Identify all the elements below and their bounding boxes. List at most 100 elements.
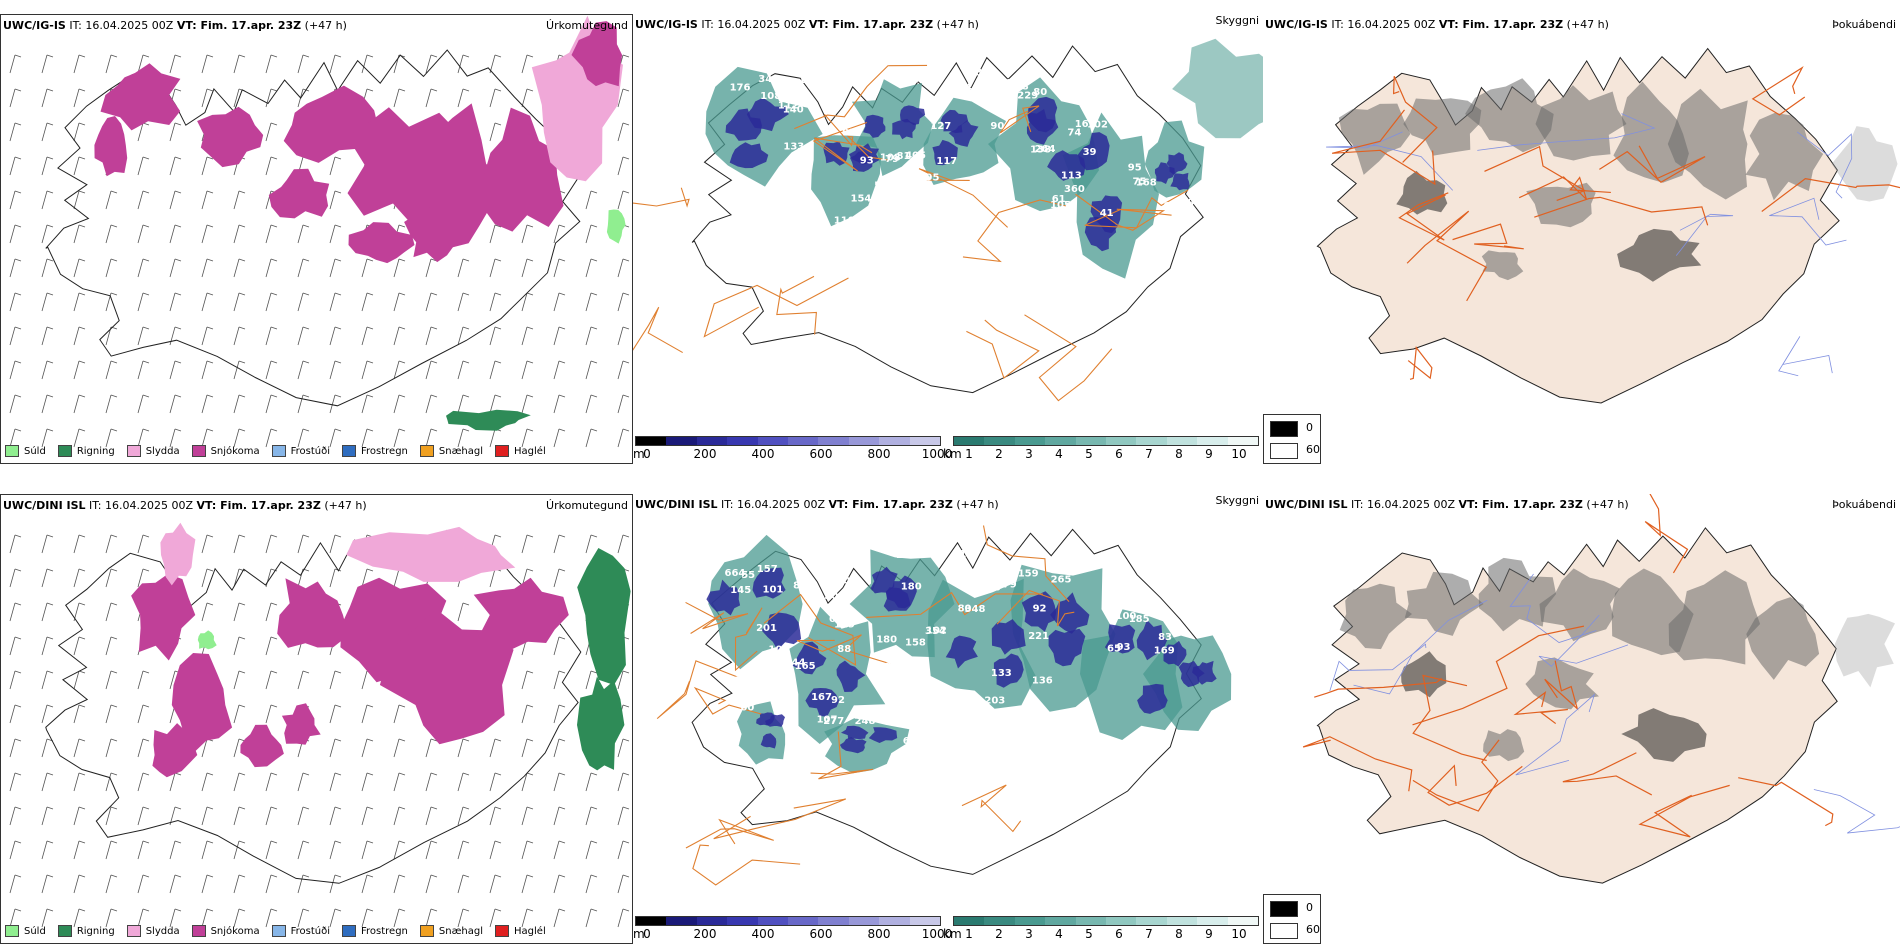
row2-header: UWC/DINI ISL IT: 16.04.2025 00Z VT: Fim.…	[3, 499, 367, 512]
precip-legend: Súld Rigning Slydda Snjókoma Frostúði Frostre…	[5, 445, 546, 457]
snow-area	[281, 703, 321, 745]
wind-barb	[297, 908, 310, 928]
ceiling-areas	[706, 566, 1217, 754]
road-line	[1544, 660, 1579, 711]
ceiling-value-label: 176	[730, 82, 751, 93]
colorbar-tick: 0	[643, 447, 651, 461]
wind-barb	[489, 568, 502, 588]
precip-legend: Súld Rigning Slydda Snjókoma Frostúði Frostre…	[5, 925, 546, 937]
init-time: IT: 16.04.2025 00Z	[1331, 18, 1436, 31]
wind-barb	[329, 54, 342, 74]
panel-title-fog: Þokuábendi	[1832, 18, 1896, 31]
wind-barb	[233, 908, 246, 928]
wind-barb	[617, 326, 630, 346]
wind-barb	[329, 534, 342, 554]
valid-time: VT: Fim. 17.apr. 23Z	[808, 18, 934, 31]
wind-barb	[201, 224, 214, 244]
wind-barb	[265, 908, 278, 928]
wind-barb	[521, 428, 534, 448]
fog-legend-label: 60	[1306, 443, 1320, 456]
snow-area	[100, 63, 181, 131]
wind-barb	[425, 874, 438, 894]
row1-header: UWC/IG-IS IT: 16.04.2025 00Z VT: Fim. 17…	[3, 19, 347, 32]
wind-barb	[617, 394, 630, 414]
fog-area	[1668, 570, 1761, 665]
ceiling-value-label: 267	[823, 245, 844, 256]
legend-label: Snjókoma	[210, 445, 260, 457]
wind-barb	[393, 394, 406, 414]
wind-barb	[489, 88, 502, 108]
wind-barb	[297, 54, 310, 74]
fog-area	[1834, 613, 1895, 688]
fog-area	[1478, 557, 1557, 632]
wind-barb	[425, 258, 438, 278]
snow-area	[171, 653, 233, 753]
ceiling-value-label: 17	[959, 549, 973, 560]
wind-barb	[233, 394, 246, 414]
colorbar-tick: 600	[809, 447, 833, 461]
wind-barb	[41, 224, 54, 244]
legend-swatch	[57, 445, 72, 457]
wind-barb	[137, 534, 150, 554]
route-line	[810, 731, 874, 780]
wind-barb	[489, 54, 502, 74]
snow-area	[94, 116, 128, 177]
wind-barb	[105, 772, 118, 792]
colorbar-step	[1166, 917, 1198, 925]
colorbar-step	[666, 917, 697, 925]
wind-barb	[105, 738, 118, 758]
colorbar-step	[818, 917, 849, 925]
wind-barb	[73, 360, 86, 380]
init-time: IT: 16.04.2025 00Z	[89, 499, 194, 512]
road-line	[1761, 178, 1900, 212]
wind-barb	[521, 88, 534, 108]
wind-barb	[329, 670, 342, 690]
colorbar-tick: 2	[995, 447, 1003, 461]
visibility-colorbar-strip	[953, 436, 1259, 446]
wind-barb	[457, 326, 470, 346]
wind-barb	[73, 908, 86, 928]
wind-barb	[41, 156, 54, 176]
wind-barb	[521, 360, 534, 380]
ceiling-value-label: 61	[1052, 194, 1066, 205]
valid-time: VT: Fim. 17.apr. 23Z	[828, 498, 953, 511]
ceiling-area	[1090, 195, 1123, 234]
wind-barb	[73, 156, 86, 176]
snow-area	[340, 577, 447, 683]
colorbar-step	[954, 917, 985, 925]
fog-area	[1465, 78, 1554, 153]
wind-barb	[169, 326, 182, 346]
colorbar-step	[1014, 437, 1046, 445]
ceiling-value-label: 133	[991, 668, 1012, 679]
wind-barb	[617, 88, 630, 108]
wind-barb	[233, 534, 246, 554]
ceiling-value-label: 207	[835, 613, 856, 624]
colorbar-tick: 10	[1231, 447, 1247, 461]
colorbar-step	[1227, 437, 1259, 445]
wind-barb	[297, 292, 310, 312]
wind-barb	[233, 704, 246, 724]
ceiling-area	[1104, 624, 1136, 654]
wind-barb	[201, 394, 214, 414]
panel-title-clouds: Skyggni	[1215, 494, 1259, 507]
wind-barb	[265, 874, 278, 894]
ceiling-area	[1048, 628, 1086, 667]
ceiling-value-label: 180	[876, 635, 897, 646]
road-line	[1331, 109, 1436, 186]
ceiling-area	[892, 118, 917, 140]
wind-barb	[201, 568, 214, 588]
roads	[1302, 494, 1900, 838]
wind-barb	[233, 54, 246, 74]
route-line	[656, 660, 739, 720]
route-line	[796, 634, 891, 665]
ceiling-value-label: 60	[740, 703, 754, 714]
wind-barb	[105, 602, 118, 622]
river-line	[1813, 789, 1900, 834]
legend-swatch	[419, 925, 434, 937]
ceiling-value-label: 145	[730, 585, 751, 596]
river-line	[1769, 197, 1847, 246]
ceiling-colorbar: m 0 200 400 600 800 1000	[633, 436, 952, 462]
ceiling-value-label: 354	[925, 626, 946, 637]
ceiling-value-label: 88	[837, 644, 851, 655]
wind-barb	[265, 428, 278, 448]
